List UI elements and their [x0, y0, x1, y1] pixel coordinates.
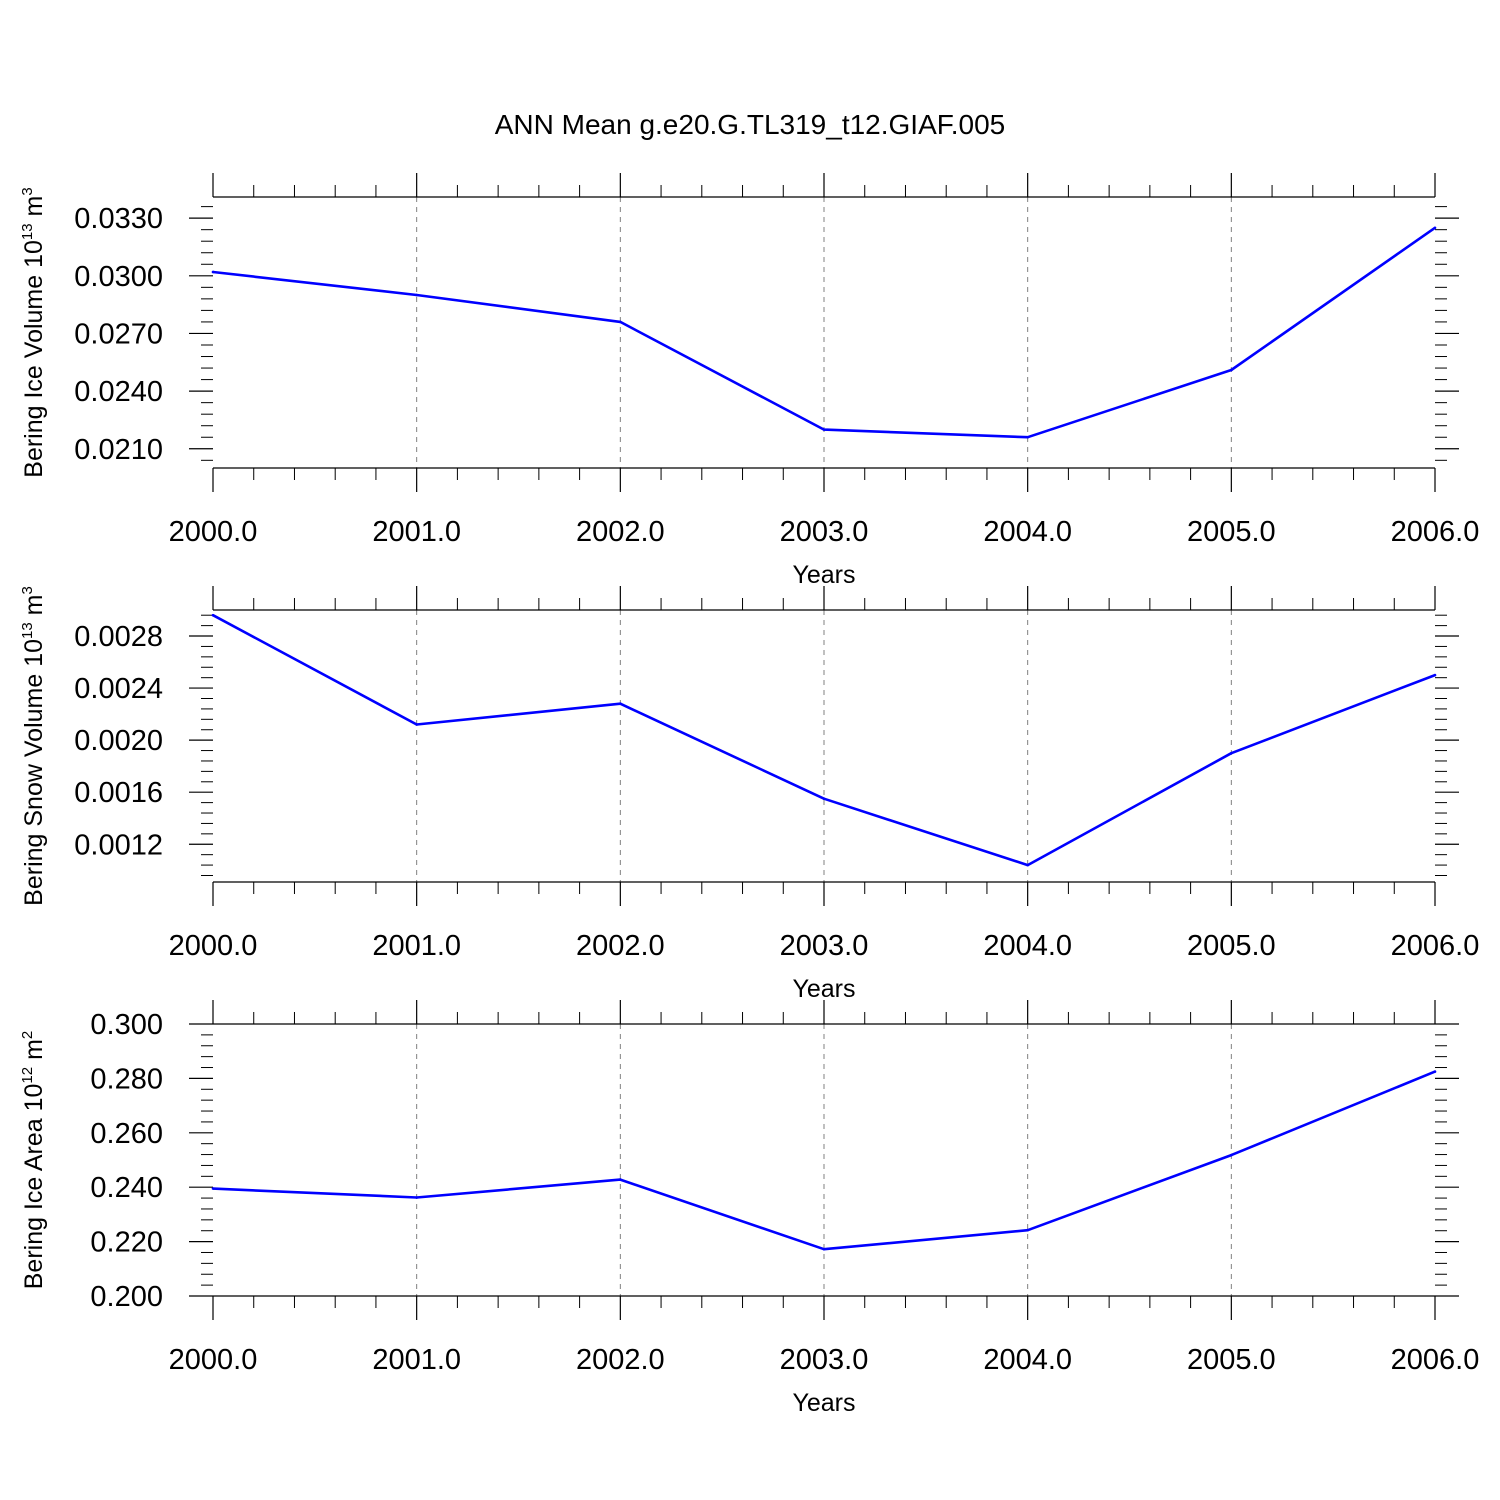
- data-point: [1026, 435, 1029, 439]
- x-tick-label: 2005.0: [1187, 930, 1276, 962]
- y-tick-label: 0.200: [90, 1281, 163, 1313]
- y-tick-label: 0.0240: [74, 376, 163, 408]
- x-tick-label: 2004.0: [983, 516, 1072, 548]
- panel-1: 2000.0 2001.0 2002.0 2003.0 2004.0 2005.0 2006…: [19, 173, 1479, 589]
- data-point: [415, 1196, 418, 1199]
- x-tick-label: 2003.0: [780, 1344, 869, 1376]
- data-point: [415, 723, 418, 726]
- x-tick-label: 2006.0: [1391, 930, 1480, 962]
- panels: 2000.0 2001.0 2002.0 2003.0 2004.0 2005.0 2006…: [19, 173, 1479, 1417]
- x-tick-label: 2005.0: [1187, 1344, 1276, 1376]
- y-tick-label: 0.300: [90, 1009, 163, 1041]
- x-tick-label: 2000.0: [169, 516, 258, 548]
- data-point: [1230, 368, 1233, 372]
- x-axis-label: Years: [792, 561, 855, 589]
- x-tick-label: 2005.0: [1187, 516, 1276, 548]
- y-axis-label: Bering Snow Volume 1013 m3: [19, 586, 48, 906]
- data-point: [211, 270, 215, 274]
- data-point: [1026, 863, 1029, 867]
- panel-3: 2000.0 2001.0 2002.0 2003.0 2004.0 2005.0 2006…: [19, 1000, 1479, 1417]
- y-tick-label: 0.0012: [74, 829, 163, 861]
- y-tick-label: 0.0028: [74, 621, 163, 653]
- data-point: [619, 702, 622, 706]
- data-point: [822, 1247, 826, 1251]
- data-point: [1433, 1070, 1437, 1073]
- data-point: [1230, 751, 1233, 755]
- y-tick-label: 0.0210: [74, 434, 163, 466]
- panel-2: 2000.0 2001.0 2002.0 2003.0 2004.0 2005.0 2006…: [19, 586, 1479, 1003]
- chart-title: ANN Mean g.e20.G.TL319_t12.GIAF.005: [495, 109, 1006, 140]
- x-tick-label: 2001.0: [372, 516, 461, 548]
- x-axis-label: Years: [792, 975, 855, 1003]
- x-tick-label: 2003.0: [780, 516, 869, 548]
- y-tick-label: 0.260: [90, 1118, 163, 1150]
- data-point: [1433, 226, 1437, 230]
- data-point: [1433, 673, 1437, 677]
- y-tick-label: 0.0270: [74, 318, 163, 350]
- data-point: [211, 1187, 215, 1190]
- x-axis-label: Years: [792, 1389, 855, 1417]
- data-point: [415, 293, 418, 297]
- x-tick-label: 2006.0: [1391, 516, 1480, 548]
- x-tick-label: 2002.0: [576, 930, 665, 962]
- x-tick-label: 2002.0: [576, 1344, 665, 1376]
- data-point: [619, 320, 622, 324]
- y-axis-label: Bering Ice Area 1012 m2: [19, 1031, 48, 1290]
- data-point: [619, 1178, 622, 1181]
- x-tick-label: 2004.0: [983, 930, 1072, 962]
- data-point: [1230, 1153, 1233, 1157]
- data-point: [822, 428, 826, 431]
- data-point: [1026, 1228, 1029, 1232]
- y-tick-label: 0.240: [90, 1172, 163, 1204]
- y-tick-label: 0.0330: [74, 203, 163, 235]
- x-tick-label: 2001.0: [372, 1344, 461, 1376]
- y-tick-label: 0.280: [90, 1063, 163, 1095]
- y-tick-label: 0.0300: [74, 261, 163, 293]
- y-tick-label: 0.0020: [74, 725, 163, 757]
- x-tick-label: 2004.0: [983, 1344, 1072, 1376]
- x-tick-label: 2002.0: [576, 516, 665, 548]
- y-tick-label: 0.220: [90, 1227, 163, 1259]
- y-tick-label: 0.0024: [74, 673, 163, 705]
- y-tick-label: 0.0016: [74, 777, 163, 809]
- data-point: [211, 613, 215, 617]
- x-tick-label: 2006.0: [1391, 1344, 1480, 1376]
- y-axis-label: Bering Ice Volume 1013 m3: [19, 187, 48, 477]
- x-tick-label: 2003.0: [780, 930, 869, 962]
- x-tick-label: 2001.0: [372, 930, 461, 962]
- x-tick-label: 2000.0: [169, 930, 258, 962]
- data-point: [822, 797, 826, 801]
- x-tick-label: 2000.0: [169, 1344, 258, 1376]
